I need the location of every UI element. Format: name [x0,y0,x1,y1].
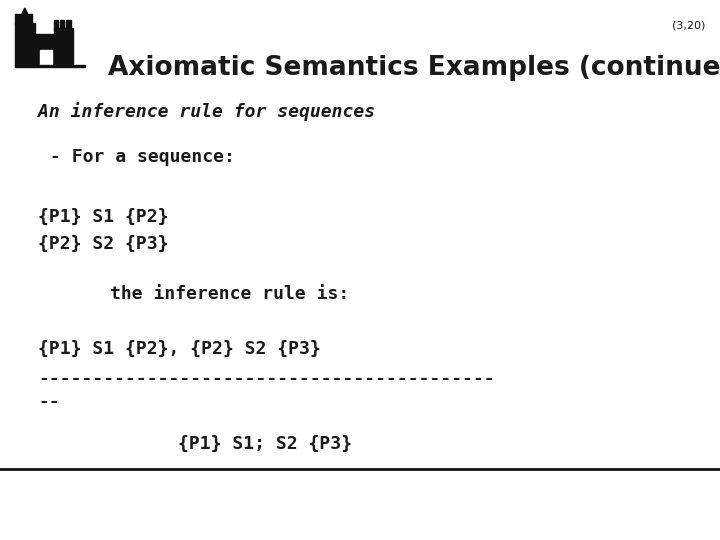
Bar [15,14,19,24]
Text: the inference rule is:: the inference rule is: [110,285,349,303]
Bar [27,14,32,24]
Text: - For a sequence:: - For a sequence: [50,148,235,166]
Text: Axiomatic Semantics Examples (continued): Axiomatic Semantics Examples (continued) [108,55,720,81]
Text: {P1} S1; S2 {P3}: {P1} S1; S2 {P3} [178,435,352,453]
Bar [15,65,85,67]
Text: ------------------------------------------: ----------------------------------------… [38,370,495,388]
Text: An inference rule for sequences: An inference rule for sequences [38,102,375,121]
Text: {P1} S1 {P2}, {P2} S2 {P3}: {P1} S1 {P2}, {P2} S2 {P3} [38,340,320,358]
Bar [53,19,58,30]
Bar [29,34,71,66]
Bar [40,50,52,66]
Text: --: -- [38,393,60,411]
Bar [22,14,26,24]
Polygon shape [18,8,32,23]
Bar [53,28,73,66]
Bar [66,19,71,30]
Text: {P1} S1 {P2}: {P1} S1 {P2} [38,208,168,226]
Bar [15,23,35,66]
Text: (3,20): (3,20) [672,20,706,30]
Bar [60,19,64,30]
Text: {P2} S2 {P3}: {P2} S2 {P3} [38,235,168,253]
